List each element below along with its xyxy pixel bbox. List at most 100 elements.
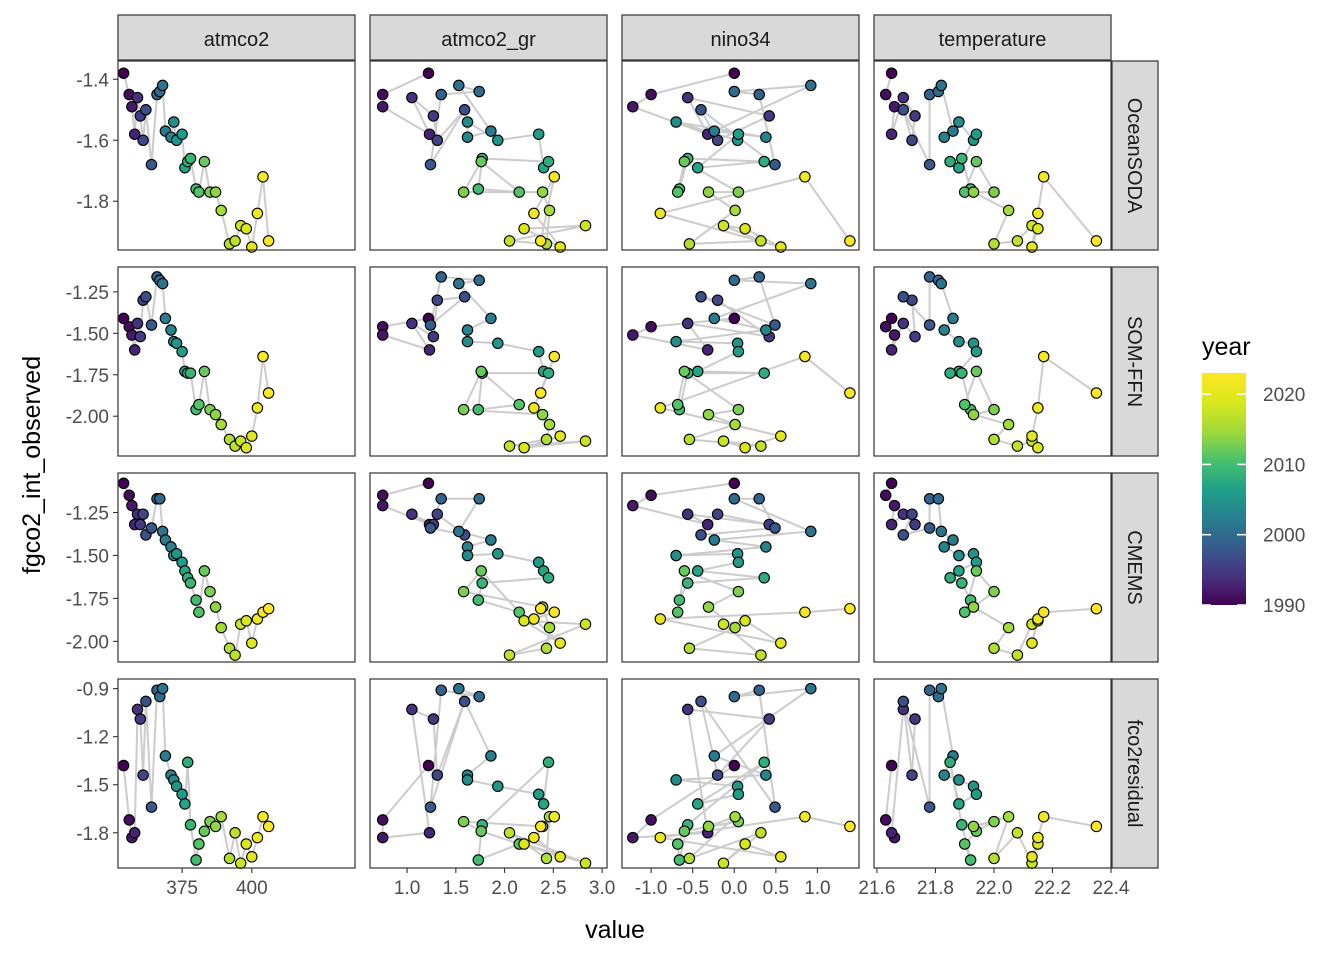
data-point — [708, 312, 721, 325]
data-point — [681, 703, 694, 716]
data-point — [678, 155, 691, 168]
data-point — [251, 831, 264, 844]
data-point — [165, 324, 177, 336]
data-point — [262, 235, 275, 247]
data-point — [967, 820, 980, 833]
data-point — [179, 798, 191, 810]
data-point — [554, 430, 566, 442]
data-point — [763, 713, 775, 725]
data-point — [728, 493, 741, 505]
data-point — [457, 815, 470, 828]
data-point — [540, 433, 553, 446]
data-point — [461, 335, 474, 348]
data-point — [702, 408, 715, 421]
data-point — [753, 88, 765, 101]
panel-border — [621, 60, 860, 251]
data-point — [670, 774, 682, 786]
row-strip-label: OceanSODA — [1123, 98, 1145, 214]
data-point — [376, 329, 389, 341]
data-point — [1011, 649, 1024, 661]
data-point — [262, 820, 275, 833]
data-point — [156, 79, 169, 92]
y-axis-title: fgco2_int_observed — [18, 356, 46, 574]
data-point — [126, 499, 138, 512]
data-point — [805, 525, 817, 538]
data-point — [492, 134, 504, 147]
data-point — [906, 769, 918, 781]
data-point — [645, 814, 657, 826]
x-tick-label: 0.5 — [763, 878, 789, 899]
data-point — [240, 615, 253, 627]
data-point — [209, 601, 222, 613]
data-point — [844, 602, 856, 615]
data-point — [956, 152, 968, 165]
data-point — [938, 131, 950, 143]
facet-panel — [873, 678, 1112, 869]
data-point — [805, 682, 817, 695]
legend-colorbar — [1202, 373, 1246, 605]
data-point — [170, 780, 183, 793]
data-point — [540, 852, 553, 865]
data-point — [729, 418, 741, 431]
series-path — [381, 72, 586, 248]
data-point — [947, 534, 959, 546]
data-point — [461, 131, 474, 143]
data-point — [1032, 207, 1044, 220]
facet-panel — [117, 266, 356, 457]
data-point — [128, 128, 141, 140]
data-point — [701, 344, 714, 356]
data-point — [897, 695, 910, 708]
data-point — [503, 440, 516, 452]
data-point — [548, 810, 561, 823]
data-point — [542, 756, 555, 769]
data-point — [176, 788, 188, 801]
data-point — [485, 534, 497, 546]
data-point — [427, 330, 440, 343]
data-point — [176, 128, 188, 140]
y-tick-label: -1.5 — [76, 776, 109, 797]
data-point — [958, 606, 971, 618]
facet-panel — [873, 472, 1112, 663]
data-point — [431, 294, 444, 306]
row-strip-label: SOM-FFN — [1123, 316, 1145, 407]
data-point — [681, 508, 694, 520]
data-point — [755, 440, 767, 452]
row-strip — [1111, 60, 1159, 251]
data-point — [885, 518, 898, 531]
data-point — [540, 642, 553, 655]
data-point — [137, 769, 149, 781]
data-point — [453, 682, 465, 695]
data-point — [923, 684, 936, 696]
data-point — [435, 684, 447, 696]
color-legend: year 1990 2000 2010 2020 — [1202, 333, 1305, 617]
x-tick-label: 1.5 — [443, 878, 469, 899]
data-point — [457, 585, 470, 598]
data-point — [193, 398, 205, 411]
x-tick-label: 21.6 — [858, 878, 895, 899]
data-point — [654, 207, 667, 220]
data-point — [691, 798, 704, 810]
panel-border — [621, 266, 860, 457]
data-point — [1037, 350, 1050, 363]
data-point — [134, 518, 147, 531]
data-point — [732, 556, 745, 569]
data-point — [1090, 602, 1103, 615]
data-point — [988, 433, 1000, 446]
facet-panel — [117, 60, 356, 253]
data-point — [683, 852, 696, 865]
data-point — [406, 703, 418, 716]
data-point — [1032, 831, 1044, 844]
data-point — [458, 695, 471, 708]
data-point — [145, 319, 158, 331]
data-point — [1032, 441, 1044, 454]
data-point — [534, 820, 547, 833]
y-tick-label: -1.25 — [66, 504, 109, 525]
panel-background — [370, 61, 607, 250]
data-point — [755, 649, 767, 661]
data-point — [691, 365, 704, 378]
data-point — [376, 814, 389, 826]
data-point — [944, 155, 956, 168]
data-point — [671, 606, 684, 618]
data-point — [627, 329, 639, 341]
data-point — [532, 128, 545, 140]
